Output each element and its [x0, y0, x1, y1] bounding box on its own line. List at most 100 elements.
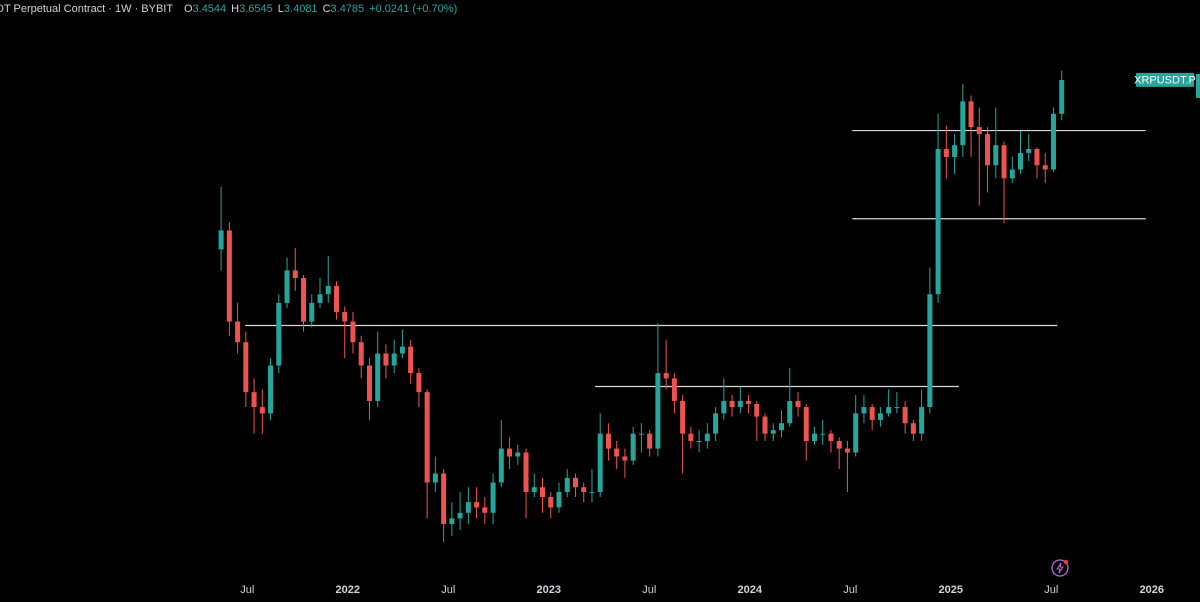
candle-body — [218, 230, 224, 250]
x-tick-label: 2025 — [939, 584, 963, 596]
x-tick-label: Jul — [843, 584, 857, 596]
candle-body — [597, 433, 603, 493]
candle-body — [976, 127, 982, 135]
x-tick-label: 2026 — [1140, 584, 1164, 596]
candle-body — [408, 346, 414, 374]
candle-body — [663, 373, 669, 379]
candle-body — [556, 492, 562, 508]
alert-icon[interactable] — [1051, 559, 1069, 577]
candle-body — [647, 433, 653, 449]
candle-body — [968, 101, 974, 128]
candle-body — [540, 487, 546, 498]
price-label: XRPUSDT.P — [1134, 74, 1196, 86]
candle-body — [605, 433, 611, 449]
candle-body — [655, 373, 661, 449]
candle-body — [927, 294, 933, 408]
candle-body — [1018, 152, 1024, 170]
x-tick-label: Jul — [240, 584, 254, 596]
ohlc-label: L — [278, 3, 284, 15]
candle-body — [935, 149, 941, 295]
x-tick-label: Jul — [1044, 584, 1058, 596]
candle-body — [1009, 169, 1015, 179]
candle-body — [688, 433, 694, 441]
candle-body — [441, 473, 447, 525]
candle-body — [960, 101, 966, 146]
candle-body — [457, 512, 463, 519]
x-tick-label: Jul — [441, 584, 455, 596]
candle-body — [787, 400, 793, 424]
candle-body — [383, 353, 389, 366]
candle-body — [572, 477, 578, 488]
candle-body — [713, 413, 719, 434]
candle-body — [515, 452, 521, 457]
candle-body — [614, 448, 620, 457]
x-tick-label: 2024 — [738, 584, 763, 596]
candle-body — [704, 433, 710, 441]
candle-body — [943, 149, 949, 157]
candle-body — [952, 145, 958, 157]
candle-body — [581, 487, 587, 493]
candle-body — [795, 400, 801, 408]
candle-body — [268, 365, 274, 414]
x-tick-label: 2022 — [335, 584, 359, 596]
candle-body — [276, 302, 282, 366]
ohlc-label: H — [231, 3, 239, 15]
candle-body — [259, 407, 265, 414]
candle-body — [638, 433, 644, 435]
candle-body — [564, 477, 570, 493]
candle-body — [531, 487, 537, 493]
candle-body — [754, 403, 760, 417]
candle-body — [696, 440, 702, 442]
candle-body — [358, 342, 364, 366]
candle-body — [226, 230, 232, 322]
candle-body — [292, 270, 298, 279]
candle-body — [1026, 149, 1032, 153]
candle-body — [811, 433, 817, 441]
candle-body — [762, 416, 768, 434]
candle-body — [729, 400, 735, 408]
candle-body — [498, 448, 504, 483]
candle-body — [391, 353, 397, 366]
candle-body — [284, 270, 290, 303]
candle-body — [993, 145, 999, 166]
candle-body — [523, 452, 529, 493]
candle-body — [853, 413, 859, 453]
candle-body — [432, 473, 438, 483]
icon-ring — [1051, 559, 1069, 577]
candle-body — [910, 423, 916, 434]
candle-body — [630, 433, 636, 461]
candle-body — [894, 407, 900, 409]
candle-body — [836, 440, 842, 449]
candle-body — [243, 342, 249, 393]
candle-body — [507, 448, 513, 457]
candle-body — [424, 392, 430, 483]
x-tick-label: Jul — [642, 584, 656, 596]
candle-body — [877, 413, 883, 420]
candle-body — [680, 400, 686, 434]
legend-header: DT Perpetual Contract · 1W · BYBIT O3.45… — [0, 3, 457, 15]
candle-body — [325, 285, 331, 295]
candle-body — [1001, 145, 1007, 179]
candle-body — [1050, 113, 1056, 170]
ohlc-value: 3.6545 — [239, 3, 273, 15]
candle-body — [416, 373, 422, 393]
candle-body — [482, 507, 488, 513]
candle-body — [465, 502, 471, 513]
candle-body — [490, 482, 496, 513]
change-value: +0.0241 (+0.70%) — [369, 3, 457, 15]
candle-body — [737, 400, 743, 408]
candle-body — [770, 430, 776, 434]
candle-body — [861, 407, 867, 414]
x-axis: Jul 2022 Jul 2023 Jul 2024 Jul 2025 Jul 2026 — [240, 584, 1164, 596]
candle-body — [366, 365, 372, 401]
candle-body — [301, 278, 307, 322]
candle-body — [622, 456, 628, 461]
candle-body — [721, 400, 727, 414]
candle-body — [589, 492, 595, 494]
candle-body — [235, 321, 241, 343]
icon-dot — [1063, 559, 1069, 565]
icon-bolt — [1056, 562, 1064, 574]
candle-body — [375, 353, 381, 401]
